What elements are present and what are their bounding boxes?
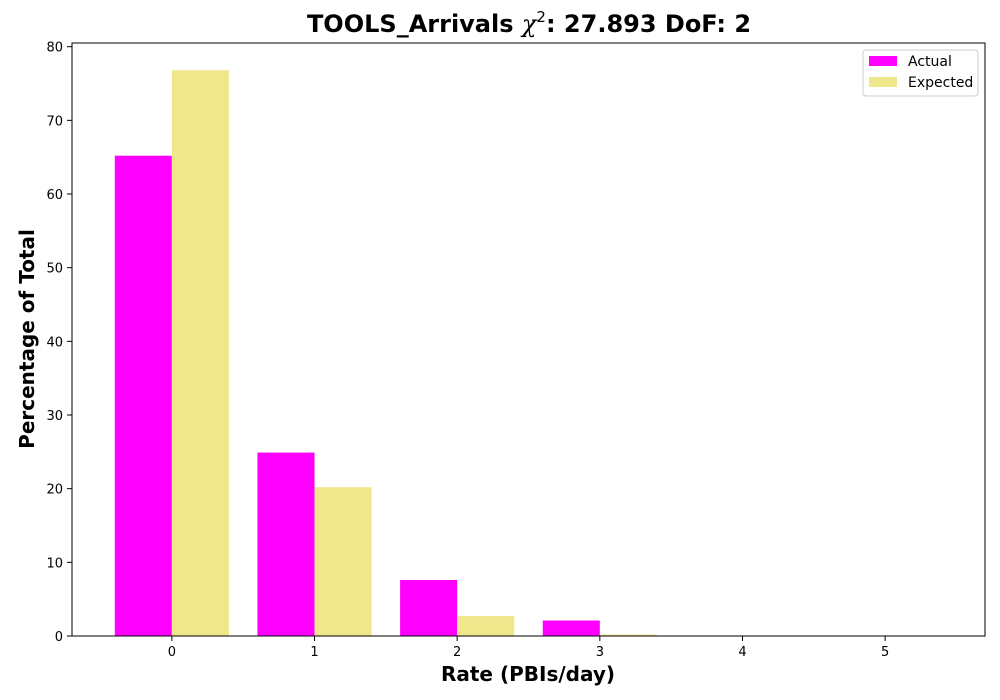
chart-title-sup: 2 <box>536 8 546 26</box>
legend: Actual Expected <box>862 49 979 97</box>
x-tick-label: 1 <box>310 645 318 660</box>
x-ticks-group: 0 1 2 3 4 5 <box>168 636 889 660</box>
bar-expected-0 <box>171 70 229 636</box>
y-tick-label: 20 <box>46 483 63 498</box>
x-tick-label: 2 <box>453 645 461 660</box>
y-tick-label: 0 <box>55 630 63 645</box>
y-tick-label: 80 <box>46 41 63 56</box>
x-tick-label: 0 <box>168 645 176 660</box>
bar-expected-2 <box>457 616 515 636</box>
y-tick-label: 10 <box>46 556 63 571</box>
y-ticks-group: 0 10 20 30 40 50 60 70 80 <box>46 41 72 645</box>
chart-title: TOOLS_Arrivals χ2: 27.893 DoF: 2 <box>307 8 751 38</box>
x-tick-label: 3 <box>596 645 604 660</box>
legend-swatch-expected <box>869 77 897 87</box>
chart-title-chi: χ <box>520 10 538 38</box>
bars-group <box>114 70 657 636</box>
x-tick-label: 4 <box>738 645 746 660</box>
legend-label-expected: Expected <box>908 75 973 91</box>
y-tick-label: 40 <box>46 335 63 350</box>
bar-expected-3 <box>599 634 657 636</box>
bar-expected-1 <box>314 487 372 636</box>
legend-swatch-actual <box>869 56 897 66</box>
x-tick-label: 5 <box>881 645 889 660</box>
y-axis-label: Percentage of Total <box>15 229 39 449</box>
chart-title-prefix: TOOLS_Arrivals <box>307 10 522 38</box>
bar-actual-3 <box>542 620 600 636</box>
x-axis-label: Rate (PBIs/day) <box>441 662 615 686</box>
bar-actual-1 <box>257 452 315 636</box>
y-tick-label: 50 <box>46 262 63 277</box>
y-tick-label: 60 <box>46 188 63 203</box>
bar-actual-2 <box>400 580 458 636</box>
y-tick-label: 30 <box>46 409 63 424</box>
legend-label-actual: Actual <box>908 54 952 70</box>
y-tick-label: 70 <box>46 114 63 129</box>
plot-frame <box>71 42 986 637</box>
chart-title-suffix: : 27.893 DoF: 2 <box>546 10 751 38</box>
bar-actual-0 <box>114 155 172 636</box>
